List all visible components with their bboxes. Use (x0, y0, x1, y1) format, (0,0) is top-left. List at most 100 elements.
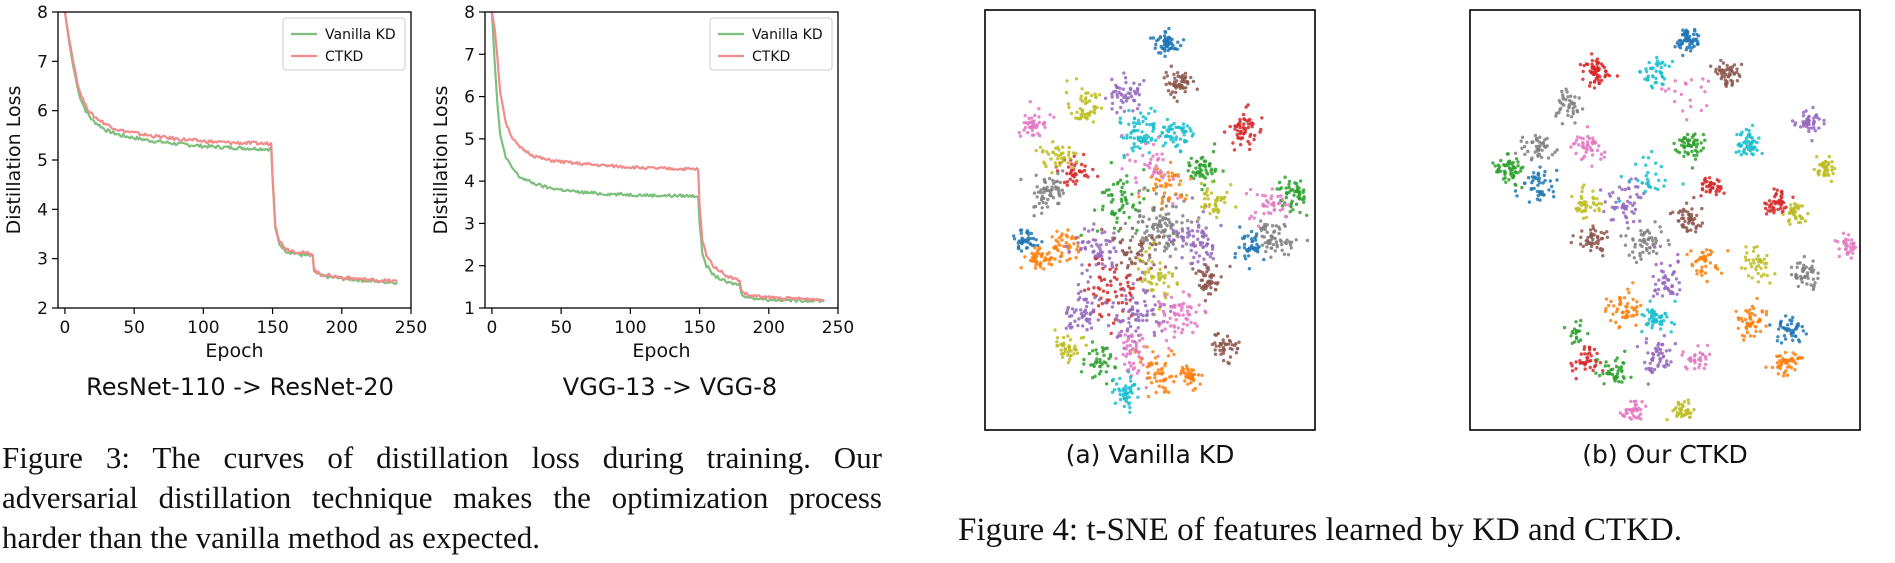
tsne-point (1213, 348, 1217, 352)
tsne-point (1209, 169, 1213, 173)
tsne-point (1134, 346, 1138, 351)
tsne-point (1160, 206, 1165, 211)
tsne-point (1578, 323, 1582, 328)
tsne-point (1585, 203, 1589, 208)
tsne-point (1672, 322, 1677, 326)
tsne-point (1042, 160, 1046, 164)
tsne-point (1646, 382, 1651, 386)
tsne-point (1106, 239, 1111, 243)
tsne-point (1073, 319, 1077, 323)
tsne-point (1154, 177, 1159, 181)
tsne-point (1219, 198, 1223, 202)
tsne-point (1790, 318, 1794, 323)
tsne-point (1815, 115, 1819, 120)
tsne-point (1122, 71, 1126, 75)
tsne-point (1599, 78, 1604, 83)
tsne-point (1666, 363, 1671, 367)
tsne-point (1102, 277, 1107, 282)
tsne-point (1603, 75, 1607, 79)
tsne-point (1176, 40, 1180, 44)
tsne-point (1123, 221, 1128, 226)
tsne-point (1106, 324, 1111, 328)
tsne-point (1269, 255, 1273, 259)
tsne-point (1617, 295, 1622, 300)
tsne-point (1163, 221, 1167, 225)
tsne-point (1696, 34, 1701, 38)
tsne-point (1764, 202, 1769, 206)
tsne-point (1092, 308, 1096, 312)
tsne-point (1175, 79, 1179, 83)
tsne-point (1194, 173, 1198, 177)
tsne-point (1024, 246, 1029, 250)
tsne-point (1282, 252, 1287, 256)
tsne-point (1829, 179, 1834, 184)
tsne-point (1079, 312, 1084, 316)
tsne-point (1083, 112, 1088, 117)
tsne-point (1606, 364, 1611, 368)
tsne-point (1167, 212, 1171, 216)
tsne-point (1510, 162, 1514, 166)
tsne-point (1124, 397, 1129, 401)
tsne-point (1051, 178, 1055, 183)
tsne-point (1060, 238, 1064, 242)
tsne-point (1084, 311, 1089, 315)
tsne-point (1578, 242, 1583, 246)
tsne-point (1026, 130, 1030, 135)
tsne-point (1172, 47, 1177, 51)
tsne-point (1817, 163, 1822, 167)
tsne-point (1068, 338, 1073, 342)
tsne-point (1177, 303, 1181, 307)
tsne-point (1668, 291, 1673, 296)
tsne-point (1212, 209, 1216, 214)
tsne-point (1072, 154, 1076, 158)
tsne-point (1189, 381, 1193, 385)
y-tick-label: 7 (37, 52, 48, 72)
tsne-point (1165, 117, 1170, 122)
tsne-point (1091, 363, 1096, 367)
tsne-point (1128, 410, 1132, 414)
tsne-point (1532, 186, 1536, 191)
tsne-point (1716, 72, 1720, 76)
tsne-point (1118, 178, 1123, 182)
tsne-point (1188, 313, 1192, 317)
tsne-point (1082, 314, 1086, 318)
tsne-point (1702, 366, 1707, 371)
tsne-point (1569, 145, 1573, 149)
tsne-point (1812, 116, 1816, 121)
tsne-point (1104, 370, 1109, 374)
tsne-point (1722, 191, 1726, 195)
tsne-point (1602, 155, 1607, 159)
tsne-point (1228, 346, 1232, 351)
tsne-point (1589, 244, 1594, 249)
tsne-point (1151, 129, 1155, 133)
tsne-point (1163, 361, 1168, 366)
tsne-point (1202, 257, 1206, 261)
tsne-point (1162, 249, 1167, 253)
tsne-point (1120, 133, 1124, 138)
tsne-point (1604, 297, 1609, 301)
tsne-point (1248, 117, 1252, 122)
tsne-point (1040, 254, 1044, 259)
tsne-point (1709, 182, 1713, 187)
tsne-point (1186, 382, 1190, 386)
tsne-point (1149, 157, 1153, 161)
tsne-point (1061, 145, 1065, 149)
tsne-point (1187, 375, 1191, 380)
tsne-point (1186, 226, 1190, 231)
tsne-point (1691, 32, 1696, 37)
tsne-caption-b: (b) Our CTKD (1582, 440, 1748, 469)
tsne-point (1092, 104, 1097, 109)
tsne-point (1627, 291, 1631, 295)
tsne-point (1511, 164, 1516, 169)
tsne-point (1681, 182, 1685, 186)
tsne-point (1525, 140, 1529, 145)
tsne-point (1185, 367, 1190, 371)
tsne-point (1584, 150, 1588, 154)
tsne-point (1841, 231, 1846, 235)
tsne-point (1152, 294, 1156, 299)
tsne-point (1597, 373, 1602, 378)
tsne-point (1124, 297, 1128, 302)
tsne-point (1557, 110, 1561, 115)
tsne-point (1248, 187, 1253, 192)
tsne-point (1163, 30, 1168, 35)
